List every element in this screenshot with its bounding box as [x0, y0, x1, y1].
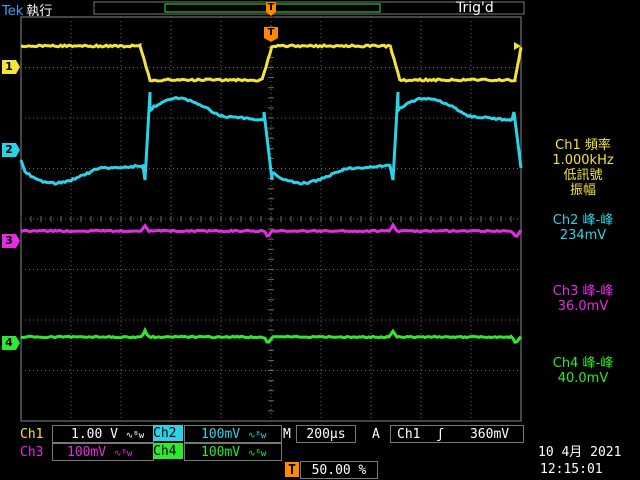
- ch2-scale-label: Ch2: [153, 425, 183, 441]
- ch3-waveform: [21, 225, 521, 236]
- measurement-ch4-value: 40.0mV: [528, 371, 638, 386]
- timebase-value[interactable]: 200µs: [296, 425, 356, 443]
- trigger-slope-icon: ʃ: [428, 427, 444, 442]
- measurement-ch4-title: Ch4 峰-峰: [528, 356, 638, 371]
- ch4-waveform: [21, 330, 521, 342]
- measurement-ch1-note1: 低訊號: [528, 168, 638, 183]
- ch2-marker-label: 2: [2, 143, 16, 157]
- graticule-grid: [21, 17, 521, 421]
- trigger-level: 360mV: [452, 427, 509, 442]
- measurement-ch4: Ch4 峰-峰 40.0mV: [528, 356, 638, 386]
- measurement-ch3-title: Ch3 峰-峰: [528, 284, 638, 299]
- timebase-label: M: [283, 426, 291, 443]
- brand-logo: Tek: [2, 4, 23, 19]
- measurement-ch2: Ch2 峰-峰 234mV: [528, 213, 638, 243]
- ch1-waveform: [21, 45, 521, 81]
- ch4-scale-box[interactable]: 100mV ∿ᴮw: [184, 443, 282, 461]
- bw-limit-icon: ∿ᴮw: [248, 449, 266, 459]
- measurement-ch1-value: 1.000kHz: [528, 153, 638, 168]
- brand-header: Tek 執行: [2, 0, 52, 19]
- measurement-ch1: Ch1 頻率 1.000kHz 低訊號 振幅: [528, 138, 638, 198]
- ch1-scale-label: Ch1: [20, 426, 43, 443]
- trigger-position-icon: T: [285, 462, 299, 477]
- measurement-ch1-note2: 振幅: [528, 183, 638, 198]
- ch2-scale: 100mV: [185, 427, 240, 442]
- measurement-ch3: Ch3 峰-峰 36.0mV: [528, 284, 638, 314]
- ch3-scale-label: Ch3: [20, 444, 43, 461]
- trigger-position-value[interactable]: 50.00 %: [300, 461, 378, 479]
- bw-limit-icon: ∿ᴮw: [126, 431, 144, 441]
- trigger-settings-box[interactable]: Ch1 ʃ 360mV: [390, 425, 524, 443]
- measurement-ch1-title: Ch1 頻率: [528, 138, 638, 153]
- ch1-marker-label: 1: [2, 60, 16, 74]
- measurement-ch2-value: 234mV: [528, 228, 638, 243]
- time: 12:15:01: [540, 461, 603, 478]
- ch1-scale: 1.00 V: [53, 427, 118, 442]
- date: 10 4月 2021: [538, 444, 621, 461]
- ch4-scale: 100mV: [185, 445, 240, 460]
- ch4-marker-label: 4: [2, 336, 16, 350]
- ch3-scale: 100mV: [53, 445, 106, 460]
- trigger-status: Trig'd: [456, 0, 494, 16]
- bw-limit-icon: ∿ᴮw: [114, 449, 132, 459]
- measurement-ch3-value: 36.0mV: [528, 299, 638, 314]
- bw-limit-icon: ∿ᴮw: [248, 431, 266, 441]
- trigger-mode: A: [372, 426, 380, 443]
- trigger-marker-label: T: [264, 2, 278, 16]
- ch3-marker-label: 3: [2, 234, 16, 248]
- ch4-scale-label: Ch4: [153, 443, 183, 459]
- ch2-scale-box[interactable]: 100mV ∿ᴮw: [184, 425, 282, 443]
- ch3-scale-box[interactable]: 100mV ∿ᴮw: [52, 443, 154, 461]
- run-state: 執行: [26, 4, 52, 19]
- trigger-source: Ch1: [391, 427, 420, 442]
- trigger-marker-label-lower: T: [264, 27, 278, 41]
- measurement-ch2-title: Ch2 峰-峰: [528, 213, 638, 228]
- ch1-scale-box[interactable]: 1.00 V ∿ᴮw: [52, 425, 154, 443]
